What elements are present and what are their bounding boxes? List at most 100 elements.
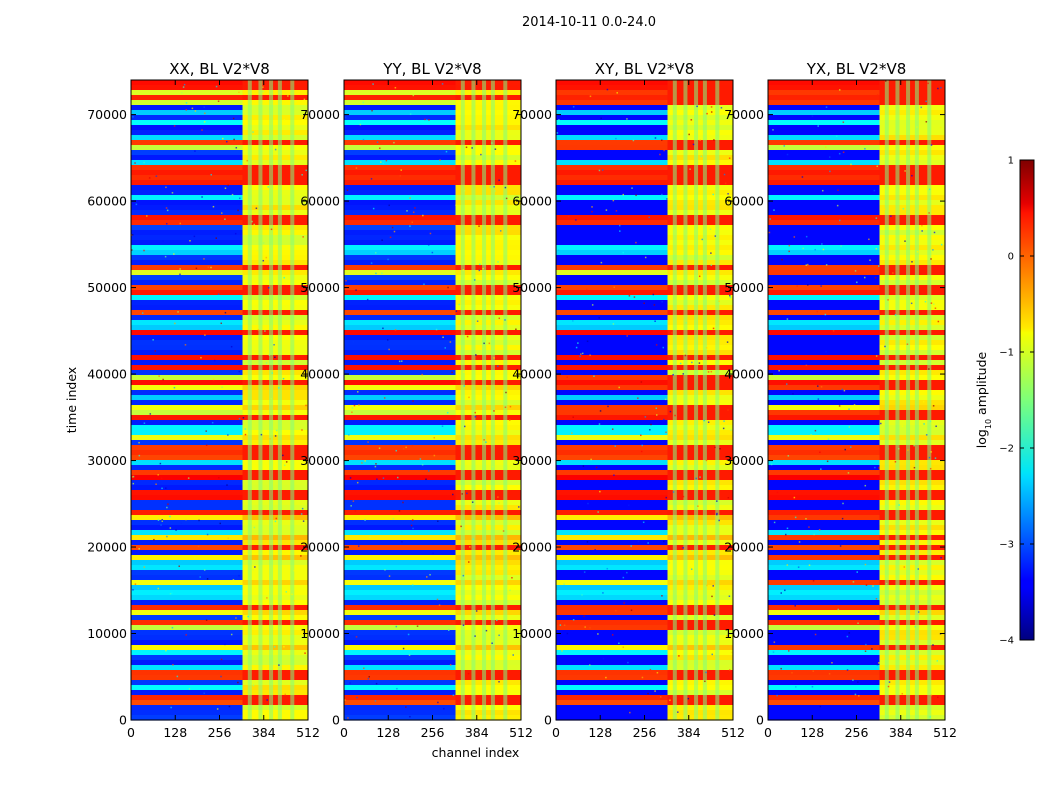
heatmap-speckle (556, 132, 559, 134)
heatmap-speckle (411, 519, 414, 521)
heatmap-row-right (879, 655, 945, 661)
x-tick-label: 256 (633, 725, 657, 740)
heatmap-row-right (879, 540, 945, 546)
heatmap-row-left (131, 550, 243, 556)
heatmap-speckle (231, 193, 234, 196)
heatmap-speckle (820, 386, 823, 388)
heatmap-row-right (667, 330, 733, 336)
heatmap-row-left (131, 390, 243, 396)
heatmap-row-right (455, 165, 521, 171)
heatmap-row-left (556, 450, 668, 456)
heatmap-speckle (201, 129, 203, 131)
heatmap-row-left (344, 385, 456, 391)
heatmap-speckle (654, 137, 657, 139)
heatmap-row-right (455, 465, 521, 471)
heatmap-row-right (879, 570, 945, 576)
heatmap-speckle (597, 633, 599, 635)
heatmap-speckle (793, 236, 796, 238)
heatmap-row-left (556, 590, 668, 596)
heatmap-speckle (473, 279, 476, 281)
heatmap-speckle (367, 677, 370, 680)
heatmap-row-left (768, 310, 880, 316)
heatmap-row-right (455, 250, 521, 256)
heatmap-row-right (667, 580, 733, 586)
heatmap-row-right (879, 640, 945, 646)
heatmap-row-left (344, 650, 456, 656)
heatmap-speckle (219, 522, 221, 525)
heatmap-speckle (227, 434, 229, 436)
heatmap-row-left (344, 465, 456, 471)
heatmap-speckle (614, 445, 617, 447)
heatmap-row-left (344, 290, 456, 296)
heatmap-speckle (267, 206, 270, 209)
heatmap-row-right (667, 320, 733, 326)
heatmap-speckle (703, 419, 705, 422)
heatmap-speckle (224, 218, 226, 220)
heatmap-row-left (768, 605, 880, 611)
heatmap-speckle (580, 353, 582, 355)
heatmap-row-right (242, 660, 308, 666)
heatmap-row-left (344, 280, 456, 286)
heatmap-row-left (556, 405, 668, 411)
heatmap-speckle (585, 288, 588, 291)
heatmap-row-left (344, 335, 456, 341)
heatmap-speckle (707, 356, 710, 359)
y-tick-label: 10000 (87, 626, 127, 641)
heatmap-row-left (556, 210, 668, 216)
heatmap-speckle (807, 284, 809, 286)
heatmap-speckle (273, 646, 276, 648)
heatmap-row-right (242, 595, 308, 601)
heatmap-row-right (455, 140, 521, 146)
heatmap-speckle (884, 208, 886, 210)
heatmap-row-right (242, 300, 308, 306)
heatmap-row-right (455, 705, 521, 711)
heatmap-speckle (850, 163, 852, 166)
heatmap-speckle (940, 243, 943, 246)
heatmap-row-right (242, 80, 308, 86)
heatmap-speckle (901, 425, 904, 427)
heatmap-row-right (667, 715, 733, 721)
heatmap-speckle (928, 456, 931, 459)
heatmap-speckle (698, 362, 701, 364)
heatmap-row-right (879, 85, 945, 91)
heatmap-speckle (716, 500, 718, 502)
heatmap-speckle (684, 354, 687, 357)
heatmap-row-left (768, 320, 880, 326)
heatmap-row-left (344, 600, 456, 606)
heatmap-speckle (908, 147, 910, 150)
heatmap-speckle (940, 86, 942, 89)
heatmap-row-left (768, 270, 880, 276)
heatmap-row-right (242, 390, 308, 396)
heatmap-speckle (794, 516, 797, 519)
heatmap-speckle (509, 405, 512, 408)
heatmap-row-right (879, 700, 945, 706)
heatmap-row-right (455, 105, 521, 111)
heatmap-row-left (768, 110, 880, 116)
heatmap-row-left (344, 265, 456, 271)
heatmap-row-left (556, 285, 668, 291)
heatmap-speckle (433, 436, 435, 439)
heatmap-row-right (667, 600, 733, 606)
heatmap-row-right (667, 465, 733, 471)
heatmap-row-left (556, 180, 668, 186)
heatmap-row-left (131, 395, 243, 401)
heatmap-row-left (768, 240, 880, 246)
heatmap-speckle (405, 446, 407, 449)
heatmap-speckle (728, 595, 731, 598)
heatmap-row-left (344, 505, 456, 511)
heatmap-row-left (556, 230, 668, 236)
heatmap-speckle (661, 193, 663, 196)
heatmap-row-right (879, 160, 945, 166)
heatmap-row-right (455, 320, 521, 326)
heatmap-speckle (251, 220, 253, 223)
heatmap-speckle (411, 221, 413, 224)
heatmap-row-left (344, 185, 456, 191)
heatmap-speckle (227, 184, 229, 187)
heatmap-row-left (556, 150, 668, 156)
heatmap-row-left (131, 665, 243, 671)
heatmap-speckle (479, 263, 481, 266)
heatmap-speckle (729, 205, 732, 207)
heatmap-speckle (234, 232, 237, 235)
heatmap-row-right (667, 130, 733, 136)
heatmap-speckle (612, 323, 615, 325)
